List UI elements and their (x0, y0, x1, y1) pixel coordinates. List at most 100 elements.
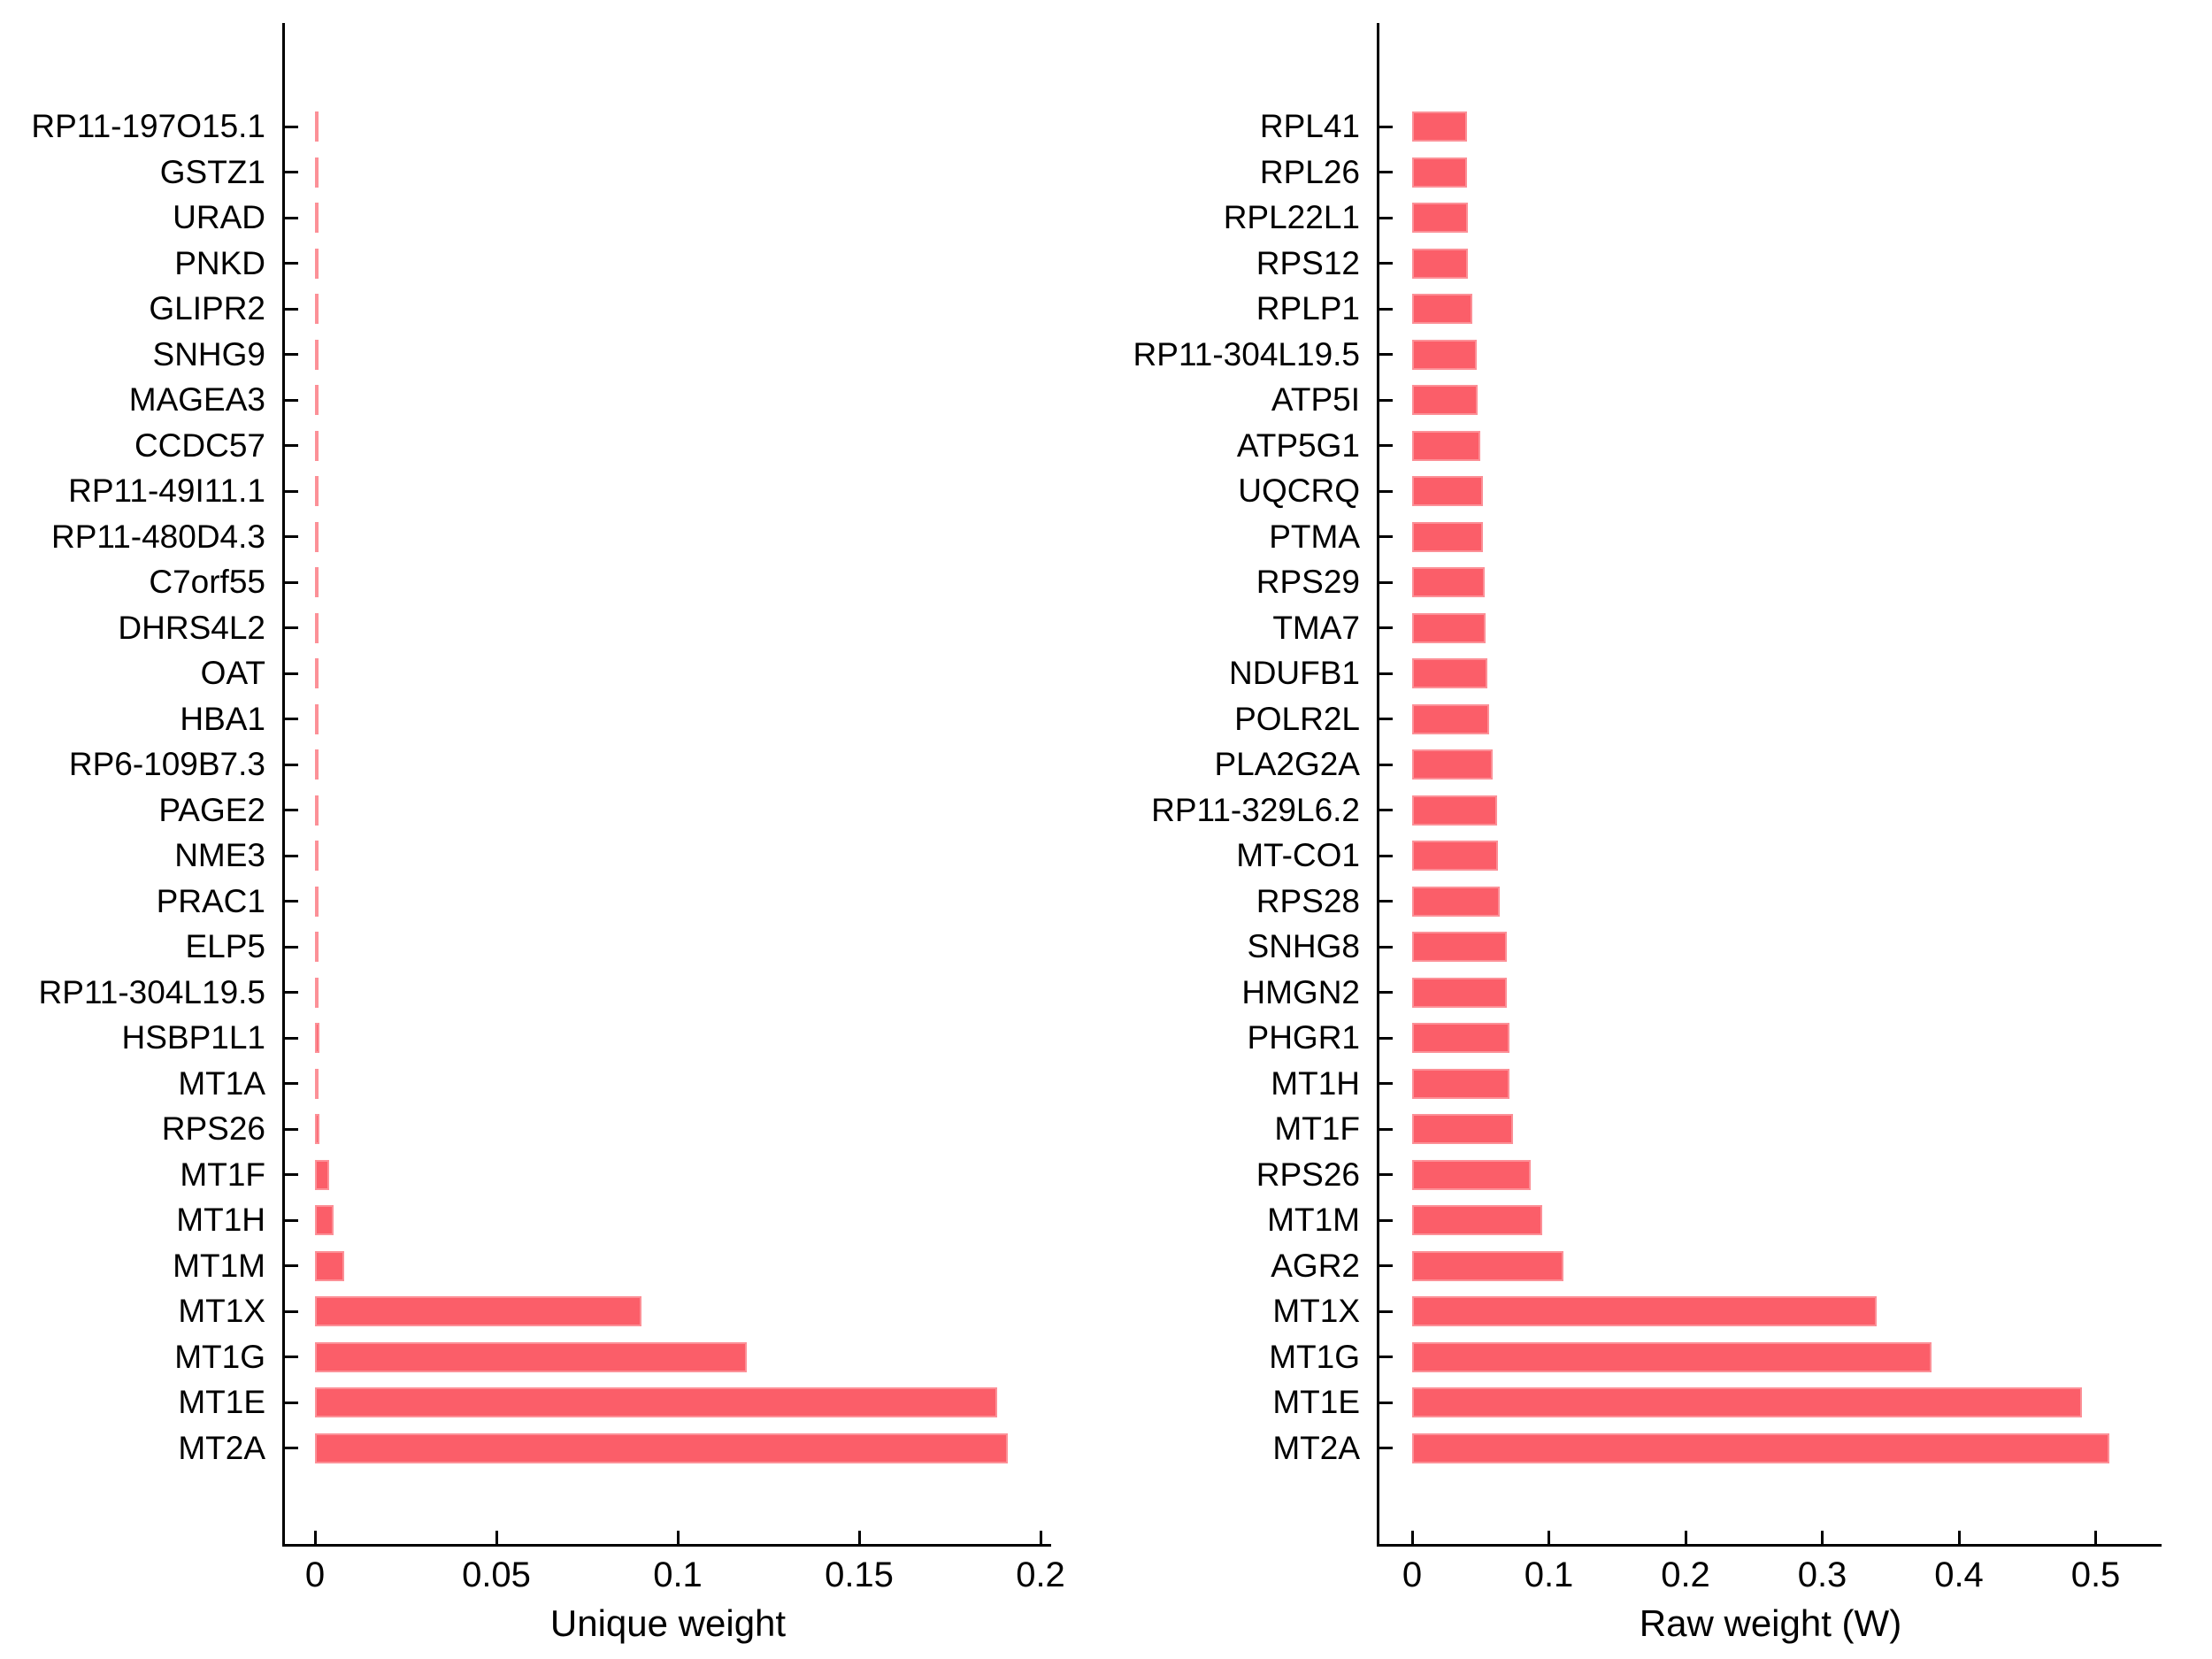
x-axis-tick (1821, 1531, 1824, 1544)
y-axis-label: PLA2G2A (1214, 746, 1360, 782)
y-axis-label: RP11-304L19.5 (38, 973, 265, 1010)
x-axis-tick-label: 0.5 (2070, 1555, 2121, 1594)
bar-GSTZ1 (315, 157, 319, 188)
y-axis-tick (1379, 353, 1393, 356)
bar-CCDC57 (315, 430, 319, 461)
y-axis-label: SNHG8 (1247, 928, 1360, 964)
y-axis-label: PTMA (1269, 518, 1360, 555)
x-axis-tick (313, 1531, 317, 1544)
bar-RP11-197O15.1 (315, 111, 319, 142)
unique-weight-plot-area: Unique weight 0 0.05 0.1 0.15 0.2 (282, 23, 1065, 1644)
y-axis-label: C7orf55 (149, 564, 265, 600)
x-axis-tick-label: 0.15 (825, 1555, 894, 1594)
y-axis-label: RPS26 (1256, 1156, 1360, 1193)
bar-SNHG8 (1412, 932, 1507, 962)
y-axis-tick (285, 171, 298, 173)
y-axis-label: MT1G (1269, 1338, 1360, 1375)
bar-MT1E (315, 1387, 997, 1417)
y-axis-label: NME3 (174, 837, 265, 873)
y-axis-tick (285, 580, 298, 584)
bar-PLA2G2A (1412, 749, 1494, 780)
x-axis-tick-label: 0 (304, 1555, 326, 1594)
x-axis-tick-label: 0.05 (462, 1555, 531, 1594)
y-axis-label: POLR2L (1234, 700, 1360, 737)
y-axis-tick (285, 718, 298, 720)
y-axis-tick (1379, 1264, 1393, 1267)
y-axis-tick (285, 307, 298, 311)
y-axis-label: RPS12 (1256, 244, 1360, 281)
y-axis-label: MAGEA3 (128, 381, 265, 418)
bar-DHRS4L2 (315, 612, 319, 643)
bar-MT1F (315, 1159, 330, 1190)
bar-AGR2 (1412, 1250, 1564, 1281)
y-axis-tick (285, 125, 298, 128)
y-axis-label: MT1E (1272, 1384, 1360, 1420)
y-axis-label: RPS26 (161, 1110, 265, 1147)
raw-weight-x-axis-title: Raw weight (W) (1639, 1602, 1902, 1644)
y-axis-tick (1379, 580, 1393, 584)
y-axis-label: PHGR1 (1247, 1019, 1360, 1056)
y-axis-label: MT1F (180, 1156, 265, 1193)
bar-RP11-329L6.2 (1412, 795, 1497, 826)
y-axis-label: RP6-109B7.3 (68, 746, 265, 782)
x-axis-tick (2094, 1531, 2097, 1544)
y-axis-label: MT1A (178, 1064, 265, 1102)
y-axis-label: RPS28 (1256, 882, 1360, 919)
y-axis-tick (1379, 718, 1393, 720)
y-axis-tick (285, 398, 298, 402)
y-axis-label: MT1M (173, 1247, 265, 1284)
bar-PTMA (1412, 521, 1484, 552)
x-axis-tick-label: 0.1 (653, 1555, 703, 1594)
bar-MT1H (1412, 1068, 1509, 1099)
x-axis-tick (857, 1531, 861, 1544)
bar-MT1M (315, 1250, 344, 1281)
y-axis-tick (1379, 125, 1393, 128)
y-axis-tick (1379, 1356, 1393, 1358)
y-axis-label: GSTZ1 (159, 153, 265, 190)
y-axis-tick (1379, 262, 1393, 265)
bar-ELP5 (315, 932, 319, 962)
bar-MAGEA3 (315, 385, 319, 415)
y-axis-label: URAD (173, 199, 265, 235)
y-axis-tick (285, 262, 298, 265)
y-axis-label: MT1G (174, 1338, 265, 1375)
y-axis-label: RP11-197O15.1 (31, 108, 265, 144)
bar-NDUFB1 (1412, 658, 1487, 688)
y-axis-tick (285, 1310, 298, 1313)
bar-HMGN2 (1412, 977, 1507, 1008)
y-axis-tick (285, 353, 298, 356)
bar-MT1E (1412, 1387, 2083, 1417)
y-axis-label: HSBP1L1 (121, 1019, 266, 1056)
unique-weight-x-axis-title: Unique weight (549, 1602, 787, 1644)
y-axis-tick (1379, 216, 1393, 219)
x-axis-tick (1957, 1531, 1961, 1544)
y-axis-tick (1379, 171, 1393, 173)
bar-MT1X (315, 1296, 641, 1326)
bar-ATP5I (1412, 385, 1479, 415)
y-axis-tick (285, 1173, 298, 1176)
y-axis-tick (1379, 398, 1393, 402)
y-axis-label: MT1H (1271, 1064, 1360, 1102)
y-axis-label: RPLP1 (1256, 290, 1360, 326)
y-axis-label: DHRS4L2 (118, 609, 265, 646)
y-axis-tick (1379, 1401, 1393, 1404)
bar-MT2A (315, 1432, 1009, 1463)
bar-MT2A (1412, 1432, 2109, 1463)
y-axis-tick (285, 489, 298, 493)
y-axis-label: MT1X (178, 1293, 265, 1329)
y-axis-label: RP11-49I11.1 (68, 472, 265, 509)
y-axis-tick (285, 672, 298, 675)
y-axis-label: SNHG9 (152, 335, 265, 373)
y-axis-tick (1379, 1173, 1393, 1176)
y-axis-label: MT2A (1272, 1429, 1360, 1466)
x-axis-tick (1410, 1531, 1414, 1544)
y-axis-label: MT1E (178, 1384, 265, 1420)
y-axis-label: MT-CO1 (1236, 837, 1360, 873)
bar-SNHG9 (315, 339, 319, 370)
y-axis-tick (1379, 1036, 1393, 1040)
y-axis-label: OAT (200, 655, 265, 691)
y-axis-tick (1379, 854, 1393, 857)
y-axis-tick (285, 900, 298, 902)
y-axis-label: MT2A (178, 1429, 265, 1466)
bar-MT1F (1412, 1114, 1514, 1144)
